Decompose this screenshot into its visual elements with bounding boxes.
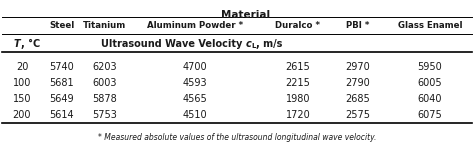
Text: 2575: 2575 bbox=[346, 110, 371, 120]
Text: 2685: 2685 bbox=[346, 94, 370, 104]
Text: 5878: 5878 bbox=[92, 94, 118, 104]
Text: 2615: 2615 bbox=[286, 62, 310, 72]
Text: 200: 200 bbox=[13, 110, 31, 120]
Text: c: c bbox=[246, 39, 252, 49]
Text: 5614: 5614 bbox=[50, 110, 74, 120]
Text: 150: 150 bbox=[13, 94, 31, 104]
Text: 6005: 6005 bbox=[418, 78, 442, 88]
Text: 5950: 5950 bbox=[418, 62, 442, 72]
Text: 6003: 6003 bbox=[93, 78, 117, 88]
Text: L: L bbox=[252, 43, 256, 50]
Text: 2215: 2215 bbox=[285, 78, 310, 88]
Text: 4510: 4510 bbox=[182, 110, 207, 120]
Text: Titanium: Titanium bbox=[83, 21, 127, 31]
Text: 2970: 2970 bbox=[346, 62, 370, 72]
Text: 20: 20 bbox=[16, 62, 28, 72]
Text: 6075: 6075 bbox=[418, 110, 442, 120]
Text: T: T bbox=[13, 39, 20, 49]
Text: , °C: , °C bbox=[21, 39, 40, 49]
Text: Glass Enamel: Glass Enamel bbox=[398, 21, 462, 31]
Text: 4565: 4565 bbox=[182, 94, 207, 104]
Text: Steel: Steel bbox=[49, 21, 74, 31]
Text: Ultrasound Wave Velocity: Ultrasound Wave Velocity bbox=[101, 39, 246, 49]
Text: 5740: 5740 bbox=[50, 62, 74, 72]
Text: * Measured absolute values of the ultrasound longitudinal wave velocity.: * Measured absolute values of the ultras… bbox=[98, 133, 376, 142]
Text: 2790: 2790 bbox=[346, 78, 370, 88]
Text: 4593: 4593 bbox=[182, 78, 207, 88]
Text: 5649: 5649 bbox=[50, 94, 74, 104]
Text: 1720: 1720 bbox=[286, 110, 310, 120]
Text: 6040: 6040 bbox=[418, 94, 442, 104]
Text: 4700: 4700 bbox=[182, 62, 207, 72]
Text: 6203: 6203 bbox=[93, 62, 117, 72]
Text: Aluminum Powder *: Aluminum Powder * bbox=[147, 21, 243, 31]
Text: PBI *: PBI * bbox=[346, 21, 370, 31]
Text: 1980: 1980 bbox=[286, 94, 310, 104]
Text: , m/s: , m/s bbox=[256, 39, 283, 49]
Text: Material: Material bbox=[221, 10, 271, 20]
Text: Duralco *: Duralco * bbox=[275, 21, 320, 31]
Text: 100: 100 bbox=[13, 78, 31, 88]
Text: 5753: 5753 bbox=[92, 110, 118, 120]
Text: 5681: 5681 bbox=[50, 78, 74, 88]
